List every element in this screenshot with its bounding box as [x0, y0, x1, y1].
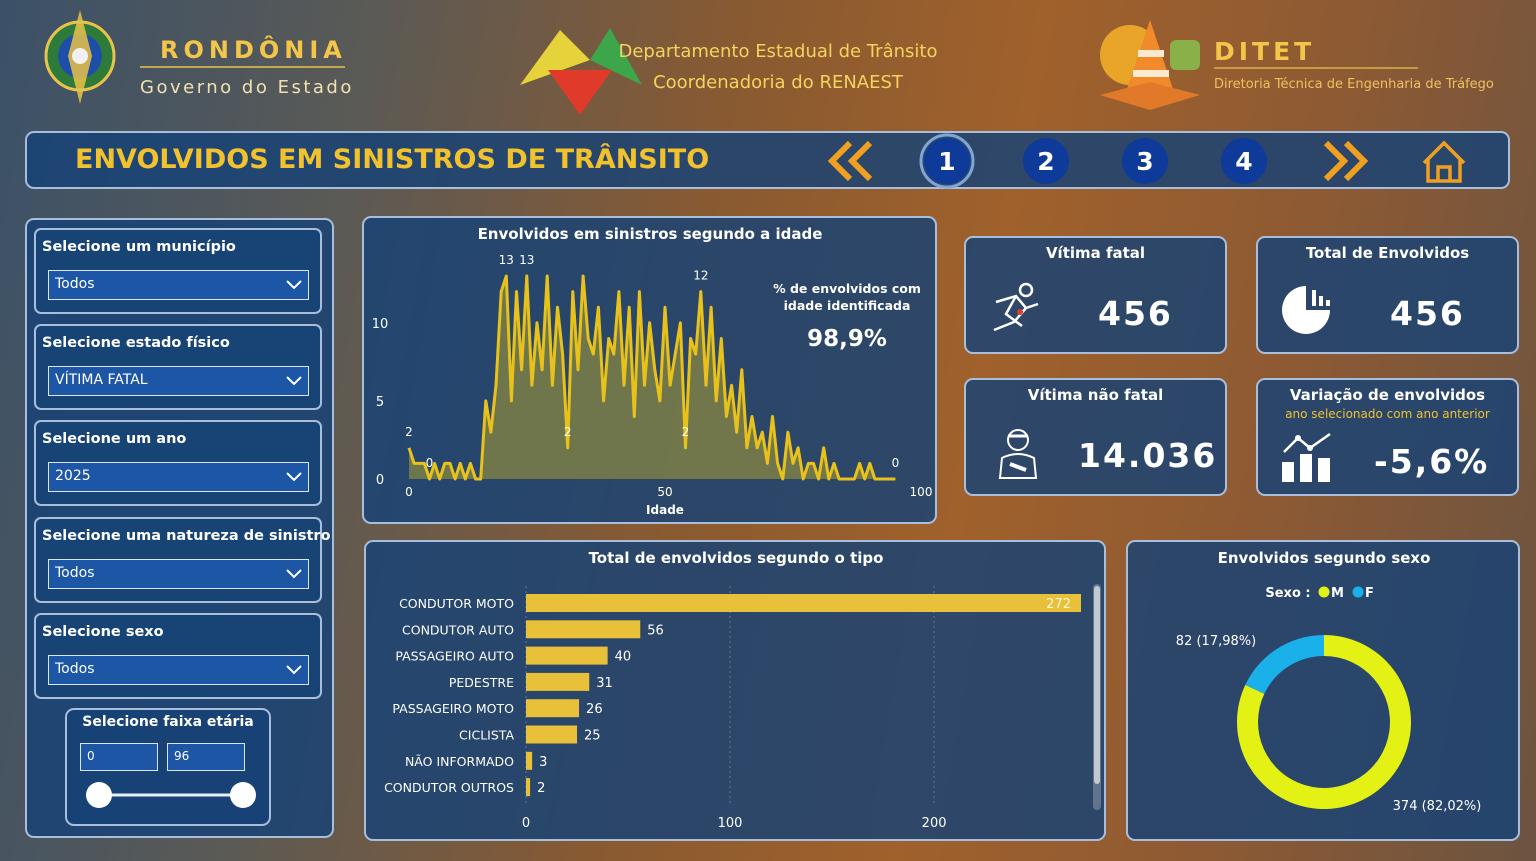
detran-logo	[520, 28, 642, 115]
kpi-value: -5,6%	[1374, 442, 1490, 481]
dept-line1: Departamento Estadual de Trânsito	[619, 41, 938, 62]
nav-home[interactable]	[1422, 140, 1466, 183]
dropdown[interactable]: Todos	[48, 270, 309, 300]
annotation: % de envolvidos com idade identificada	[773, 281, 921, 313]
dropdown-chevron[interactable]	[286, 665, 302, 675]
filter-card: Selecione estado físico VÍTIMA FATAL	[34, 324, 322, 411]
navigation: 1 2 3 4	[827, 133, 1466, 189]
dropdown[interactable]: Todos	[48, 654, 309, 685]
filter-card: Selecione sexo Todos	[34, 612, 322, 699]
ditet-subtitle: Diretoria Técnica de Engenharia de Tráfe…	[1214, 77, 1494, 92]
dropdown-chevron[interactable]	[286, 472, 302, 482]
page-button-label[interactable]: 2	[1037, 147, 1054, 176]
header: RONDÔNIA Governo do Estado Departamento …	[44, 10, 1494, 115]
age-chart-panel: % de envolvidos com idade identificada 9…	[362, 216, 937, 524]
filter-card: Selecione um ano 2025	[34, 420, 322, 507]
page-title: ENVOLVIDOS EM SINISTROS DE TRÂNSITO	[75, 144, 710, 175]
kpi-value: 456	[1098, 294, 1173, 333]
state-subtitle: Governo do Estado	[140, 77, 354, 98]
dept-line2: Coordenadoria do RENAEST	[653, 72, 904, 93]
page-button-label[interactable]: 1	[938, 147, 955, 176]
chevron-path[interactable]	[286, 376, 302, 386]
slider-handle[interactable]	[86, 782, 112, 808]
dropdown-chevron[interactable]	[286, 280, 302, 290]
filter-label: Selecione uma natureza de sinistro	[42, 527, 331, 544]
dropdown[interactable]: 2025	[48, 462, 309, 493]
dropdown-chevron[interactable]	[286, 376, 302, 386]
chevron-path[interactable]	[286, 280, 302, 290]
kpi-icon	[993, 282, 1039, 332]
ditet-logo	[1100, 20, 1200, 110]
state-name: RONDÔNIA	[160, 34, 347, 64]
kpi-value: 456	[1390, 294, 1465, 333]
page-button[interactable]	[1221, 138, 1267, 184]
filter-label: Selecione estado físico	[42, 335, 230, 352]
page-button-ring	[919, 133, 975, 189]
kpi-title: Total de Envolvidos	[1305, 244, 1470, 262]
kpi-title: Variação de envolvidos	[1289, 386, 1486, 404]
filter-label: Selecione sexo	[42, 623, 164, 640]
kpi-card: Vítima não fatal 14.036	[964, 378, 1227, 496]
page-button[interactable]	[1122, 138, 1168, 184]
nav-prev[interactable]	[827, 140, 873, 182]
chevron-path[interactable]	[286, 472, 302, 482]
kpi-icon	[998, 429, 1038, 479]
annotation-value: 98,9%	[807, 326, 887, 352]
filter-label: Selecione um município	[42, 239, 236, 255]
age-slider	[86, 782, 256, 808]
state-emblem	[44, 10, 116, 104]
kpi-title: Vítima fatal	[1045, 244, 1146, 262]
kpi-icon	[1282, 286, 1330, 334]
page-button[interactable]	[924, 138, 970, 184]
kpi-card: Variação de envolvidos ano selecionado c…	[1256, 378, 1519, 496]
age-min-input[interactable]: 0	[80, 743, 158, 771]
type-chart-panel	[364, 540, 1106, 841]
sex-chart-panel	[1126, 540, 1520, 841]
kpi-subtitle: ano selecionado com ano anterior	[1285, 407, 1490, 421]
kpi-icon	[1282, 432, 1331, 482]
chevron-path[interactable]	[286, 665, 302, 675]
chevron-path[interactable]	[286, 568, 302, 579]
filter-label: Selecione um ano	[42, 431, 187, 448]
age-max-input[interactable]: 96	[167, 743, 245, 771]
ditet-name: DITET	[1214, 37, 1315, 66]
kpi-card: Vítima fatal 456	[964, 236, 1227, 354]
filter-card: Selecione um município Todos	[34, 228, 322, 314]
nav-next[interactable]	[1323, 140, 1369, 182]
kpi-value: 14.036	[1078, 436, 1218, 475]
page-button[interactable]	[1023, 138, 1069, 184]
page-button-label[interactable]: 4	[1235, 147, 1252, 176]
dropdown[interactable]: VÍTIMA FATAL	[48, 366, 309, 397]
filter-card: Selecione uma natureza de sinistro Todos	[34, 516, 331, 603]
dropdown-chevron[interactable]	[286, 568, 302, 579]
kpi-card: Total de Envolvidos 456	[1256, 236, 1519, 354]
age-filter: Selecione faixa etária 0 96	[65, 708, 271, 826]
slider-handle[interactable]	[230, 782, 256, 808]
dropdown[interactable]: Todos	[48, 558, 309, 589]
page-button-label[interactable]: 3	[1136, 147, 1153, 176]
kpi-title: Vítima não fatal	[1027, 386, 1164, 404]
age-filter-label: Selecione faixa etária	[82, 714, 254, 730]
